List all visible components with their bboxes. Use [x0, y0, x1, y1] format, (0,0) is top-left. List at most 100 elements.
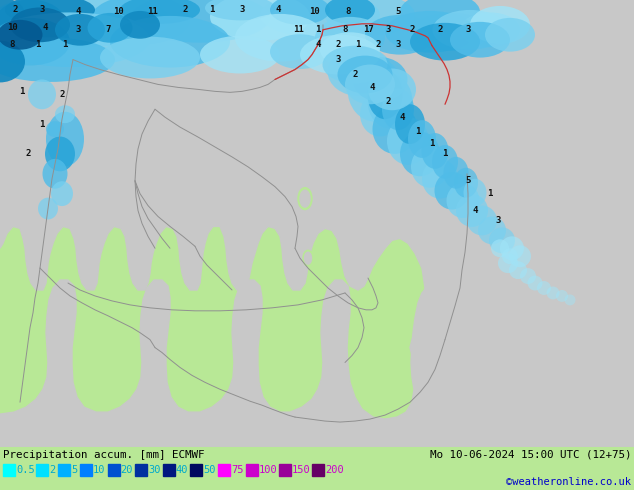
Ellipse shape: [337, 55, 392, 94]
Ellipse shape: [323, 46, 387, 83]
Text: 1: 1: [488, 189, 493, 198]
Ellipse shape: [45, 137, 75, 172]
Text: 150: 150: [292, 465, 311, 475]
Ellipse shape: [210, 0, 310, 41]
Text: Mo 10-06-2024 15:00 UTC (12+75): Mo 10-06-2024 15:00 UTC (12+75): [429, 450, 631, 460]
Ellipse shape: [460, 12, 520, 47]
Ellipse shape: [304, 252, 311, 264]
Ellipse shape: [387, 117, 429, 165]
Ellipse shape: [489, 227, 515, 253]
Bar: [163, 464, 175, 476]
Text: 4: 4: [275, 5, 281, 14]
Bar: [108, 464, 120, 476]
Ellipse shape: [0, 18, 70, 66]
Text: 1: 1: [36, 40, 41, 49]
Text: 1: 1: [209, 5, 215, 14]
Ellipse shape: [467, 206, 497, 235]
Ellipse shape: [260, 0, 380, 37]
Bar: [80, 464, 92, 476]
Ellipse shape: [120, 11, 160, 39]
Ellipse shape: [10, 7, 70, 42]
Ellipse shape: [0, 0, 170, 47]
Ellipse shape: [328, 47, 392, 97]
Ellipse shape: [347, 57, 403, 122]
Ellipse shape: [270, 34, 330, 69]
Ellipse shape: [434, 172, 470, 210]
Ellipse shape: [205, 0, 275, 21]
Ellipse shape: [382, 88, 414, 130]
Text: 2: 2: [437, 25, 443, 34]
Ellipse shape: [325, 0, 415, 36]
Ellipse shape: [55, 14, 105, 46]
Ellipse shape: [498, 253, 518, 273]
Text: 1: 1: [62, 40, 68, 49]
Text: 10: 10: [113, 7, 124, 17]
Ellipse shape: [46, 121, 64, 137]
Bar: [135, 464, 147, 476]
Ellipse shape: [385, 11, 475, 52]
Text: 1: 1: [39, 120, 44, 129]
Ellipse shape: [373, 104, 418, 154]
Polygon shape: [0, 0, 634, 427]
Ellipse shape: [509, 261, 527, 279]
Text: 1: 1: [429, 140, 435, 148]
Ellipse shape: [470, 6, 530, 44]
Ellipse shape: [90, 0, 190, 45]
Bar: [36, 464, 48, 476]
Text: 3: 3: [39, 5, 44, 14]
Text: 2: 2: [353, 70, 358, 79]
Text: 17: 17: [363, 25, 373, 34]
Ellipse shape: [368, 74, 413, 128]
Ellipse shape: [395, 104, 425, 144]
Ellipse shape: [100, 37, 200, 78]
Bar: [3, 464, 15, 476]
Text: 8: 8: [342, 25, 347, 34]
Ellipse shape: [537, 281, 551, 295]
Text: 4: 4: [370, 83, 375, 92]
Ellipse shape: [500, 236, 524, 260]
Ellipse shape: [320, 32, 380, 67]
Text: 1: 1: [355, 40, 361, 49]
Ellipse shape: [478, 217, 506, 245]
Text: 4: 4: [315, 40, 321, 49]
Text: 2: 2: [25, 149, 30, 158]
Text: 10: 10: [6, 24, 17, 32]
Ellipse shape: [200, 36, 280, 74]
Ellipse shape: [42, 159, 67, 189]
Ellipse shape: [325, 0, 375, 24]
Ellipse shape: [456, 194, 488, 227]
Ellipse shape: [422, 159, 458, 198]
Bar: [245, 464, 257, 476]
Text: 50: 50: [204, 465, 216, 475]
Ellipse shape: [444, 157, 469, 189]
Text: 10: 10: [309, 7, 320, 17]
Ellipse shape: [46, 112, 84, 166]
Ellipse shape: [360, 92, 400, 137]
Text: Precipitation accum. [mm] ECMWF: Precipitation accum. [mm] ECMWF: [3, 450, 205, 460]
Text: 0.5: 0.5: [16, 465, 35, 475]
Text: 1: 1: [19, 87, 25, 96]
Ellipse shape: [446, 183, 479, 218]
Text: 5: 5: [465, 176, 470, 185]
Ellipse shape: [368, 69, 416, 110]
Text: 11: 11: [293, 25, 304, 34]
Text: 11: 11: [146, 7, 157, 17]
Text: 1: 1: [315, 25, 321, 34]
Ellipse shape: [432, 145, 458, 179]
Text: 3: 3: [495, 216, 501, 225]
Text: 4: 4: [75, 7, 81, 17]
Ellipse shape: [400, 0, 480, 32]
Ellipse shape: [0, 0, 65, 44]
Ellipse shape: [300, 190, 310, 207]
Ellipse shape: [422, 133, 448, 169]
Text: 40: 40: [176, 465, 188, 475]
Ellipse shape: [298, 188, 312, 210]
Ellipse shape: [520, 268, 536, 284]
Ellipse shape: [28, 79, 56, 109]
Text: 4: 4: [42, 24, 48, 32]
Text: 2: 2: [183, 5, 188, 14]
Ellipse shape: [38, 197, 58, 220]
Ellipse shape: [0, 0, 25, 32]
Ellipse shape: [463, 179, 486, 207]
Text: ©weatheronline.co.uk: ©weatheronline.co.uk: [506, 477, 631, 487]
